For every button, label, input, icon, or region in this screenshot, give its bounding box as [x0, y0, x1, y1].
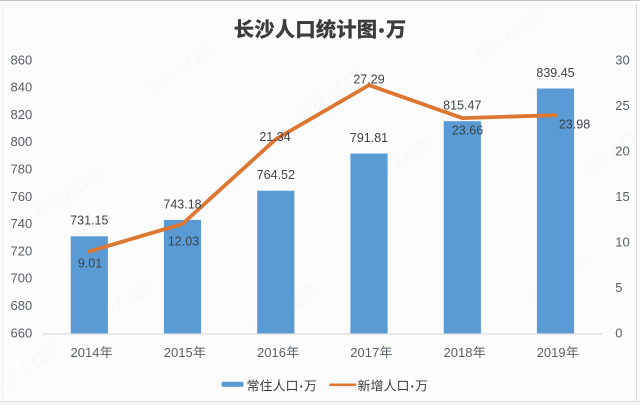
- svg-text:2016: 2016: [257, 345, 286, 360]
- svg-text:740: 740: [10, 216, 32, 231]
- svg-text:680: 680: [10, 298, 32, 313]
- svg-text:2019: 2019: [537, 345, 566, 360]
- svg-text:760: 760: [10, 189, 32, 204]
- svg-text:20: 20: [615, 143, 629, 158]
- svg-text:800: 800: [10, 134, 32, 149]
- svg-text:780: 780: [10, 162, 32, 177]
- svg-text:30: 30: [615, 52, 629, 67]
- svg-text:731.15: 731.15: [70, 214, 108, 228]
- svg-text:12.03: 12.03: [168, 234, 199, 248]
- svg-text:660: 660: [10, 325, 32, 340]
- svg-text:2018: 2018: [444, 345, 473, 360]
- svg-text:743.18: 743.18: [163, 197, 201, 211]
- svg-text:15: 15: [615, 189, 629, 204]
- svg-text:720: 720: [10, 243, 32, 258]
- svg-text:860: 860: [10, 52, 32, 67]
- svg-text:27.29: 27.29: [353, 72, 384, 86]
- svg-text:764.52: 764.52: [257, 168, 295, 182]
- svg-text:840: 840: [10, 80, 32, 95]
- svg-text:0: 0: [615, 325, 622, 340]
- svg-text:839.45: 839.45: [536, 66, 574, 80]
- svg-text:23.98: 23.98: [559, 117, 590, 131]
- svg-text:815.47: 815.47: [443, 99, 481, 113]
- svg-text:21.34: 21.34: [259, 130, 290, 144]
- svg-text:791.81: 791.81: [350, 131, 388, 145]
- svg-text:5: 5: [615, 280, 622, 295]
- svg-text:700: 700: [10, 271, 32, 286]
- svg-text:10: 10: [615, 234, 629, 249]
- svg-text:2014: 2014: [71, 345, 100, 360]
- svg-text:9.01: 9.01: [78, 256, 102, 270]
- svg-text:820: 820: [10, 107, 32, 122]
- svg-text:2015: 2015: [164, 345, 193, 360]
- svg-text:25: 25: [615, 98, 629, 113]
- svg-text:2017: 2017: [350, 345, 379, 360]
- svg-text:23.66: 23.66: [452, 123, 483, 137]
